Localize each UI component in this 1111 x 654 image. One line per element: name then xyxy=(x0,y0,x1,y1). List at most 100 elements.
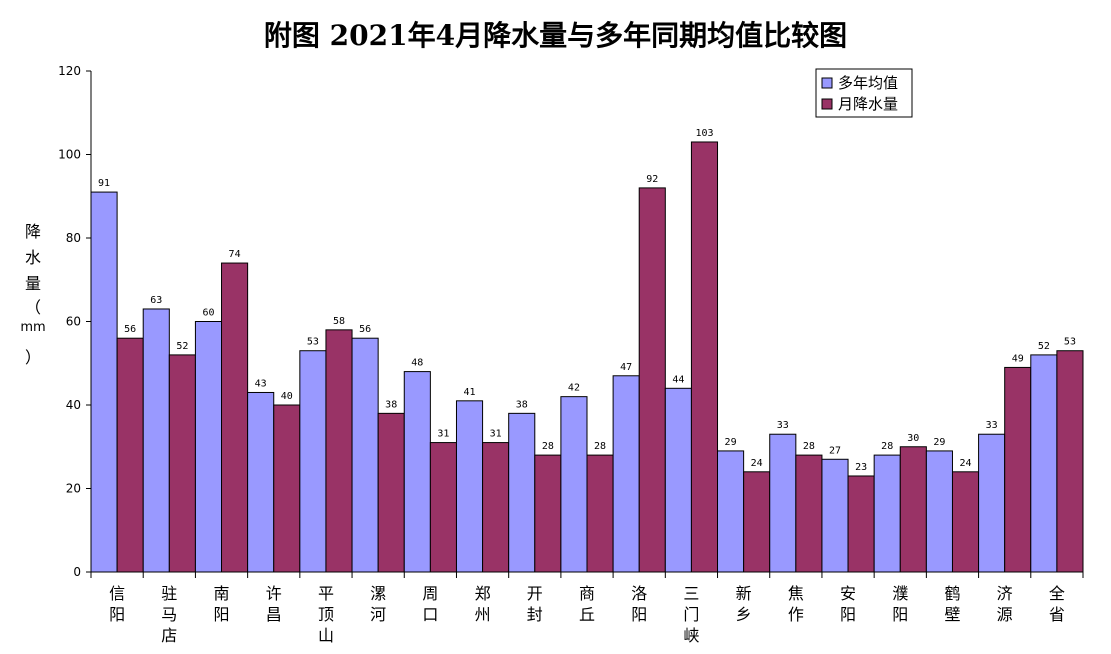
bar xyxy=(795,454,823,573)
bar xyxy=(168,354,196,573)
bar xyxy=(847,475,875,573)
y-axis-label-char: 降 xyxy=(24,222,41,241)
data-label: 60 xyxy=(202,308,214,319)
y-axis-label-char: ） xyxy=(24,348,41,367)
x-tick-label-char: 丘 xyxy=(579,605,595,624)
data-label: 38 xyxy=(516,399,528,410)
bar xyxy=(978,433,1006,573)
x-tick-label-char: 阳 xyxy=(892,605,908,624)
data-label: 91 xyxy=(98,178,110,189)
legend-label: 多年均值 xyxy=(838,74,898,92)
data-label: 52 xyxy=(176,341,188,352)
x-tick-label-char: 济 xyxy=(997,584,1013,603)
bar xyxy=(638,187,666,573)
bar xyxy=(429,442,457,573)
x-tick-label-char: 漯 xyxy=(370,584,386,603)
bar xyxy=(377,412,405,573)
x-tick-label-char: 阳 xyxy=(631,605,647,624)
x-tick-label-char: 郑 xyxy=(475,584,491,603)
x-tick-label-char: 信 xyxy=(109,584,125,603)
y-axis-label-char: （ xyxy=(24,298,41,317)
x-tick-label-char: 封 xyxy=(527,605,543,624)
y-tick-label: 20 xyxy=(66,482,81,496)
x-tick-label-char: 门 xyxy=(683,605,699,624)
x-tick-label-char: 作 xyxy=(788,605,804,624)
data-label: 30 xyxy=(907,433,919,444)
x-tick-label-char: 州 xyxy=(475,605,491,624)
bar xyxy=(351,337,379,573)
x-tick-label-char: 昌 xyxy=(266,605,282,624)
bar xyxy=(612,375,640,573)
data-label: 23 xyxy=(855,462,867,473)
x-tick-label-char: 顶 xyxy=(318,605,334,624)
x-tick-label-char: 许 xyxy=(266,584,282,603)
bar xyxy=(1030,354,1058,573)
bar xyxy=(247,391,275,573)
data-label: 56 xyxy=(359,324,371,335)
x-tick-label-char: 开 xyxy=(527,584,543,603)
data-label: 74 xyxy=(229,249,241,260)
x-tick-label-char: 商 xyxy=(579,584,595,603)
x-tick-label-char: 省 xyxy=(1049,605,1065,624)
x-tick-label-char: 阳 xyxy=(109,605,125,624)
data-label: 52 xyxy=(1038,341,1050,352)
bar xyxy=(194,321,223,573)
y-axis-label-char: 水 xyxy=(24,248,41,267)
data-label: 56 xyxy=(124,324,136,335)
bar xyxy=(560,396,588,573)
x-tick-label-char: 阳 xyxy=(214,605,230,624)
x-tick-label-char: 周 xyxy=(422,584,438,603)
x-tick-label-char: 焦 xyxy=(788,584,804,603)
x-tick-label-char: 驻 xyxy=(161,584,177,603)
x-tick-label-char: 马 xyxy=(161,605,177,624)
bar xyxy=(90,191,118,573)
data-label: 44 xyxy=(672,374,684,385)
data-label: 28 xyxy=(594,441,606,452)
y-tick-label: 120 xyxy=(58,64,81,78)
x-tick-label-char: 山 xyxy=(318,626,334,645)
x-tick-label-char: 乡 xyxy=(736,605,752,624)
data-label: 47 xyxy=(620,362,632,373)
y-tick-label: 0 xyxy=(73,565,81,579)
bar xyxy=(951,471,980,573)
data-label: 24 xyxy=(751,458,763,469)
bar xyxy=(664,387,692,573)
data-label: 28 xyxy=(803,441,815,452)
bar xyxy=(717,450,745,573)
data-label: 27 xyxy=(829,445,841,456)
x-tick-label-char: 店 xyxy=(161,626,177,645)
bar xyxy=(586,454,614,573)
bar xyxy=(743,471,771,573)
data-label: 58 xyxy=(333,316,345,327)
bar xyxy=(299,350,327,573)
chart-title: 附图 2021年4月降水量与多年同期均值比较图 xyxy=(263,19,848,52)
bar xyxy=(1056,350,1084,573)
y-tick-label: 40 xyxy=(66,398,81,412)
data-label: 53 xyxy=(1064,337,1076,348)
x-tick-label-char: 全 xyxy=(1049,584,1065,603)
legend-label: 月降水量 xyxy=(838,95,898,113)
data-label: 31 xyxy=(490,429,502,440)
bar xyxy=(403,371,431,573)
bar xyxy=(455,400,484,573)
x-tick-label-char: 源 xyxy=(997,605,1013,624)
bar xyxy=(873,454,901,573)
bar xyxy=(899,446,927,573)
x-tick-label-char: 壁 xyxy=(944,605,960,624)
legend-swatch xyxy=(821,98,833,110)
x-tick-label-char: 峡 xyxy=(683,626,699,645)
data-label: 92 xyxy=(646,174,658,185)
x-tick-label-char: 新 xyxy=(736,584,752,603)
data-label: 53 xyxy=(307,337,319,348)
x-tick-label-char: 安 xyxy=(840,584,856,603)
x-tick-label-char: 河 xyxy=(370,605,386,624)
y-tick-label: 100 xyxy=(58,148,81,162)
bar xyxy=(142,308,170,573)
data-label: 29 xyxy=(725,437,737,448)
x-tick-label-char: 阳 xyxy=(840,605,856,624)
bar xyxy=(116,337,144,573)
y-axis-label-char: 量 xyxy=(24,274,41,293)
y-tick-label: 60 xyxy=(66,315,81,329)
data-label: 42 xyxy=(568,383,580,394)
